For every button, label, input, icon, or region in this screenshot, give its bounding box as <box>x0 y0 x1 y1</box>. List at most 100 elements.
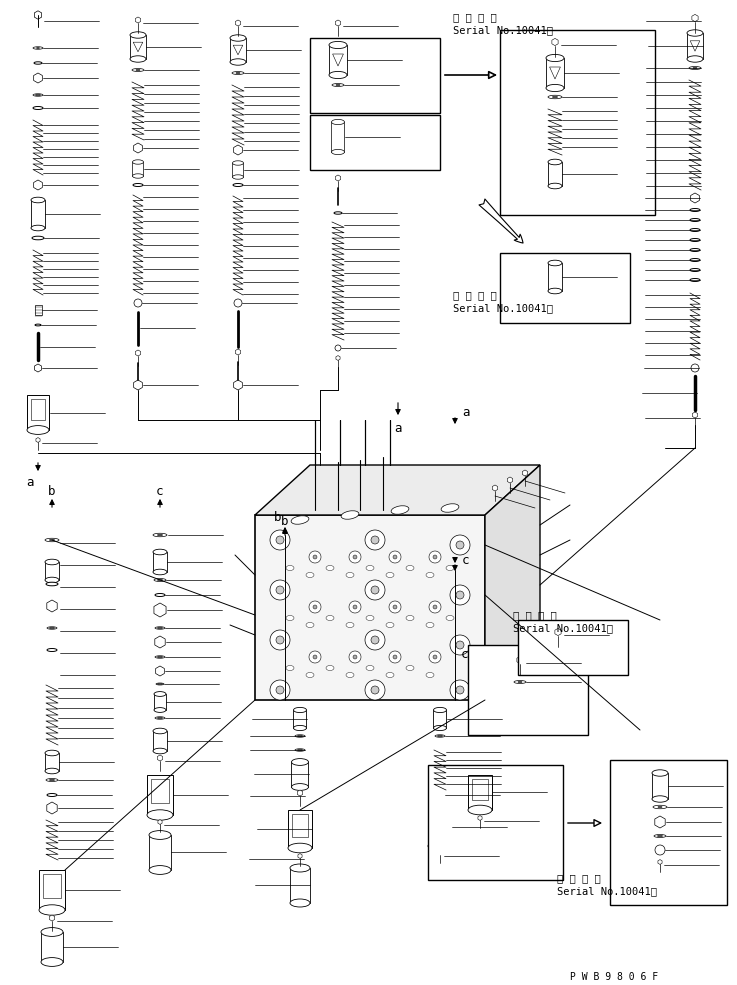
Ellipse shape <box>47 648 57 651</box>
Ellipse shape <box>45 559 59 564</box>
Circle shape <box>655 845 665 855</box>
Ellipse shape <box>306 623 314 627</box>
Text: c: c <box>461 648 469 661</box>
Circle shape <box>371 686 379 694</box>
Ellipse shape <box>426 623 434 627</box>
Circle shape <box>429 651 441 663</box>
Ellipse shape <box>236 73 240 74</box>
Bar <box>610 760 727 905</box>
Ellipse shape <box>406 616 414 621</box>
Polygon shape <box>654 816 666 828</box>
Ellipse shape <box>690 279 700 282</box>
Polygon shape <box>298 790 303 796</box>
Ellipse shape <box>293 707 307 712</box>
Ellipse shape <box>32 236 44 239</box>
Polygon shape <box>690 40 700 51</box>
Ellipse shape <box>306 673 314 678</box>
Polygon shape <box>133 143 142 153</box>
Ellipse shape <box>332 119 344 124</box>
Ellipse shape <box>45 751 59 755</box>
Circle shape <box>393 555 397 559</box>
Ellipse shape <box>690 269 700 272</box>
Polygon shape <box>234 145 242 155</box>
Polygon shape <box>47 600 57 612</box>
Ellipse shape <box>433 707 447 712</box>
Bar <box>147 775 173 815</box>
Circle shape <box>309 551 321 563</box>
Bar <box>432 812 448 835</box>
Ellipse shape <box>548 183 562 189</box>
Text: b: b <box>48 485 56 498</box>
Ellipse shape <box>346 572 354 577</box>
Ellipse shape <box>31 226 45 230</box>
Ellipse shape <box>149 830 171 839</box>
Circle shape <box>389 601 401 613</box>
Ellipse shape <box>518 682 522 683</box>
Ellipse shape <box>153 550 167 555</box>
Ellipse shape <box>435 735 445 737</box>
Ellipse shape <box>49 627 55 628</box>
Ellipse shape <box>39 905 65 915</box>
Ellipse shape <box>35 95 41 96</box>
Bar <box>154 694 166 710</box>
Polygon shape <box>34 73 42 83</box>
Polygon shape <box>235 349 240 355</box>
Circle shape <box>309 601 321 613</box>
Ellipse shape <box>230 59 246 65</box>
Bar <box>290 868 310 903</box>
Polygon shape <box>133 380 142 390</box>
Ellipse shape <box>690 248 700 251</box>
Ellipse shape <box>154 578 166 581</box>
Ellipse shape <box>657 835 663 836</box>
Ellipse shape <box>435 794 445 796</box>
Text: c: c <box>462 554 469 566</box>
Polygon shape <box>692 15 698 22</box>
Circle shape <box>270 580 290 600</box>
Ellipse shape <box>155 626 165 629</box>
Ellipse shape <box>693 68 697 69</box>
Bar <box>548 263 562 291</box>
Circle shape <box>313 555 317 559</box>
Circle shape <box>450 585 470 605</box>
Polygon shape <box>136 17 141 23</box>
Ellipse shape <box>546 85 564 92</box>
Ellipse shape <box>154 691 166 696</box>
Ellipse shape <box>35 324 41 326</box>
Polygon shape <box>158 820 162 824</box>
Bar <box>41 932 63 962</box>
Bar <box>149 835 171 870</box>
Ellipse shape <box>326 565 334 570</box>
Ellipse shape <box>132 69 144 72</box>
Ellipse shape <box>689 67 701 70</box>
Text: a: a <box>27 476 34 489</box>
Polygon shape <box>49 915 55 921</box>
Circle shape <box>450 535 470 555</box>
Ellipse shape <box>298 750 302 751</box>
Bar <box>472 779 488 800</box>
Ellipse shape <box>652 796 668 802</box>
Bar <box>332 122 344 152</box>
Bar <box>27 395 49 430</box>
Ellipse shape <box>426 572 434 577</box>
Polygon shape <box>154 603 166 617</box>
Ellipse shape <box>288 843 312 853</box>
Text: 適 用 号 機: 適 用 号 機 <box>513 610 556 620</box>
Ellipse shape <box>295 749 305 752</box>
Ellipse shape <box>33 94 43 97</box>
Circle shape <box>313 655 317 659</box>
Ellipse shape <box>154 707 166 712</box>
Ellipse shape <box>332 150 344 155</box>
Circle shape <box>313 605 317 609</box>
Ellipse shape <box>286 616 294 621</box>
Polygon shape <box>234 380 242 390</box>
Text: Serial No.10041～: Serial No.10041～ <box>453 303 553 313</box>
Ellipse shape <box>428 841 452 851</box>
Ellipse shape <box>153 749 167 754</box>
Bar <box>652 773 668 799</box>
Ellipse shape <box>386 572 394 577</box>
Polygon shape <box>335 20 340 26</box>
Polygon shape <box>158 755 163 761</box>
Ellipse shape <box>158 627 162 628</box>
Bar <box>35 305 41 315</box>
Polygon shape <box>485 465 540 700</box>
